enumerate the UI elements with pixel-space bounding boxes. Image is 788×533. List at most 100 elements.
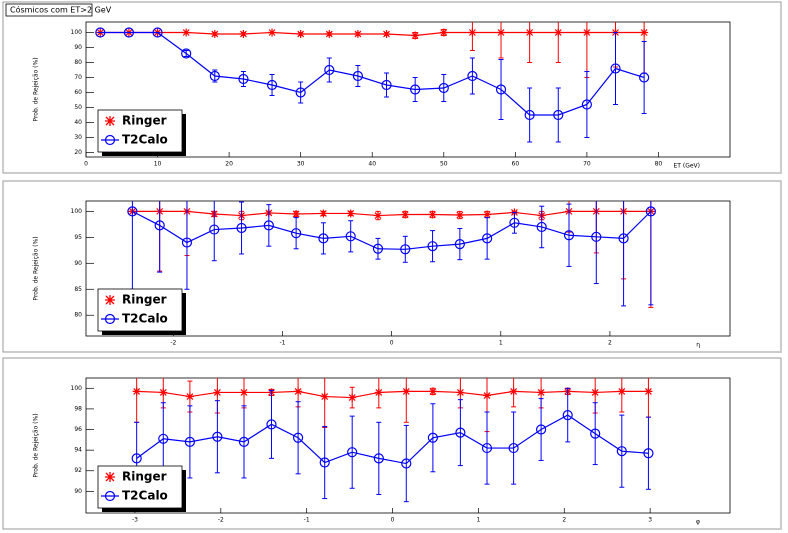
y-tick-label: 92 [74,467,82,474]
marker [213,388,222,397]
marker [483,210,492,219]
x-axis-label: φ [696,519,700,526]
legend-marker [104,134,116,146]
marker [266,79,278,91]
marker [210,30,219,38]
marker [535,424,547,435]
series-line [100,31,645,37]
marker [159,388,168,397]
x-tick-label: 1 [476,517,480,524]
y-axis-label: Prob. de Rejeição (%) [33,413,40,477]
legend-marker [104,313,116,325]
marker [439,28,448,37]
legend-box [97,465,183,509]
marker [382,30,391,38]
marker [495,84,507,95]
marker [185,392,194,401]
marker [292,209,301,218]
x-tick-label: 70 [583,161,591,168]
x-tick-label: -2 [218,517,224,524]
marker [236,222,247,234]
marker [400,244,411,255]
marker [238,73,249,85]
marker [373,453,384,464]
marker [95,27,106,38]
y-tick-label: 90 [74,488,82,495]
series-line [132,210,651,217]
legend-box [97,288,183,332]
marker [345,231,356,242]
marker [263,220,274,231]
marker [324,64,335,76]
y-tick-label: 98 [74,405,82,412]
marker [454,238,465,250]
marker [239,388,248,397]
y-tick-label: 100 [71,29,83,36]
marker [467,70,478,82]
marker [617,387,626,396]
x-axis-label: ET (GeV) [674,163,701,170]
chart-title: Cósmicos com ET>2 GeV [10,5,112,15]
series-line [136,390,649,399]
legend-box [97,109,183,153]
plot-area [85,21,731,158]
x-tick-label: 2 [608,340,612,347]
marker [639,72,650,83]
y-tick-label: 90 [74,260,82,267]
marker [482,391,491,400]
marker [131,453,142,464]
y-tick-label: 94 [74,447,82,454]
marker [524,109,535,121]
marker [411,31,420,40]
marker [239,30,248,38]
marker [410,84,421,95]
x-tick-label: 30 [297,161,305,168]
marker [184,436,195,447]
legend-label: T2Calo [122,489,168,503]
legend-label: Ringer [122,114,167,128]
marker [348,393,357,402]
marker [563,230,575,241]
marker [618,233,629,244]
marker [209,224,220,235]
marker [320,392,329,401]
x-tick-label: 0 [84,161,88,168]
marker [318,233,329,244]
marker [645,206,656,217]
marker [325,30,334,38]
marker [455,427,466,438]
marker [158,433,169,444]
x-tick-label: 3 [648,517,652,524]
legend-marker [105,472,115,482]
marker [294,387,303,396]
marker [132,387,141,396]
marker [427,241,438,252]
y-tick-label: 40 [74,119,82,126]
y-tick-label: 100 [71,385,83,392]
marker [401,458,412,469]
marker [456,388,465,397]
marker [591,231,602,242]
marker [402,387,411,396]
marker [346,209,355,218]
legend-label: Ringer [122,470,167,484]
marker [643,448,654,459]
plot-area [85,200,731,337]
y-tick-label: 96 [74,426,82,433]
y-tick-label: 80 [74,312,82,319]
x-tick-label: 80 [655,161,663,168]
marker [123,27,135,38]
marker [468,28,477,37]
marker [616,446,627,457]
y-tick-label: 95 [74,234,82,241]
marker [266,419,277,430]
x-tick-label: 0 [390,340,394,347]
x-tick-label: 50 [440,161,448,168]
marker [536,221,547,233]
legend-label: T2Calo [122,133,168,147]
marker [610,63,621,74]
x-tick-label: 40 [368,161,376,168]
marker [497,28,506,37]
x-tick-label: -1 [304,517,310,524]
y-tick-label: 85 [74,286,82,293]
